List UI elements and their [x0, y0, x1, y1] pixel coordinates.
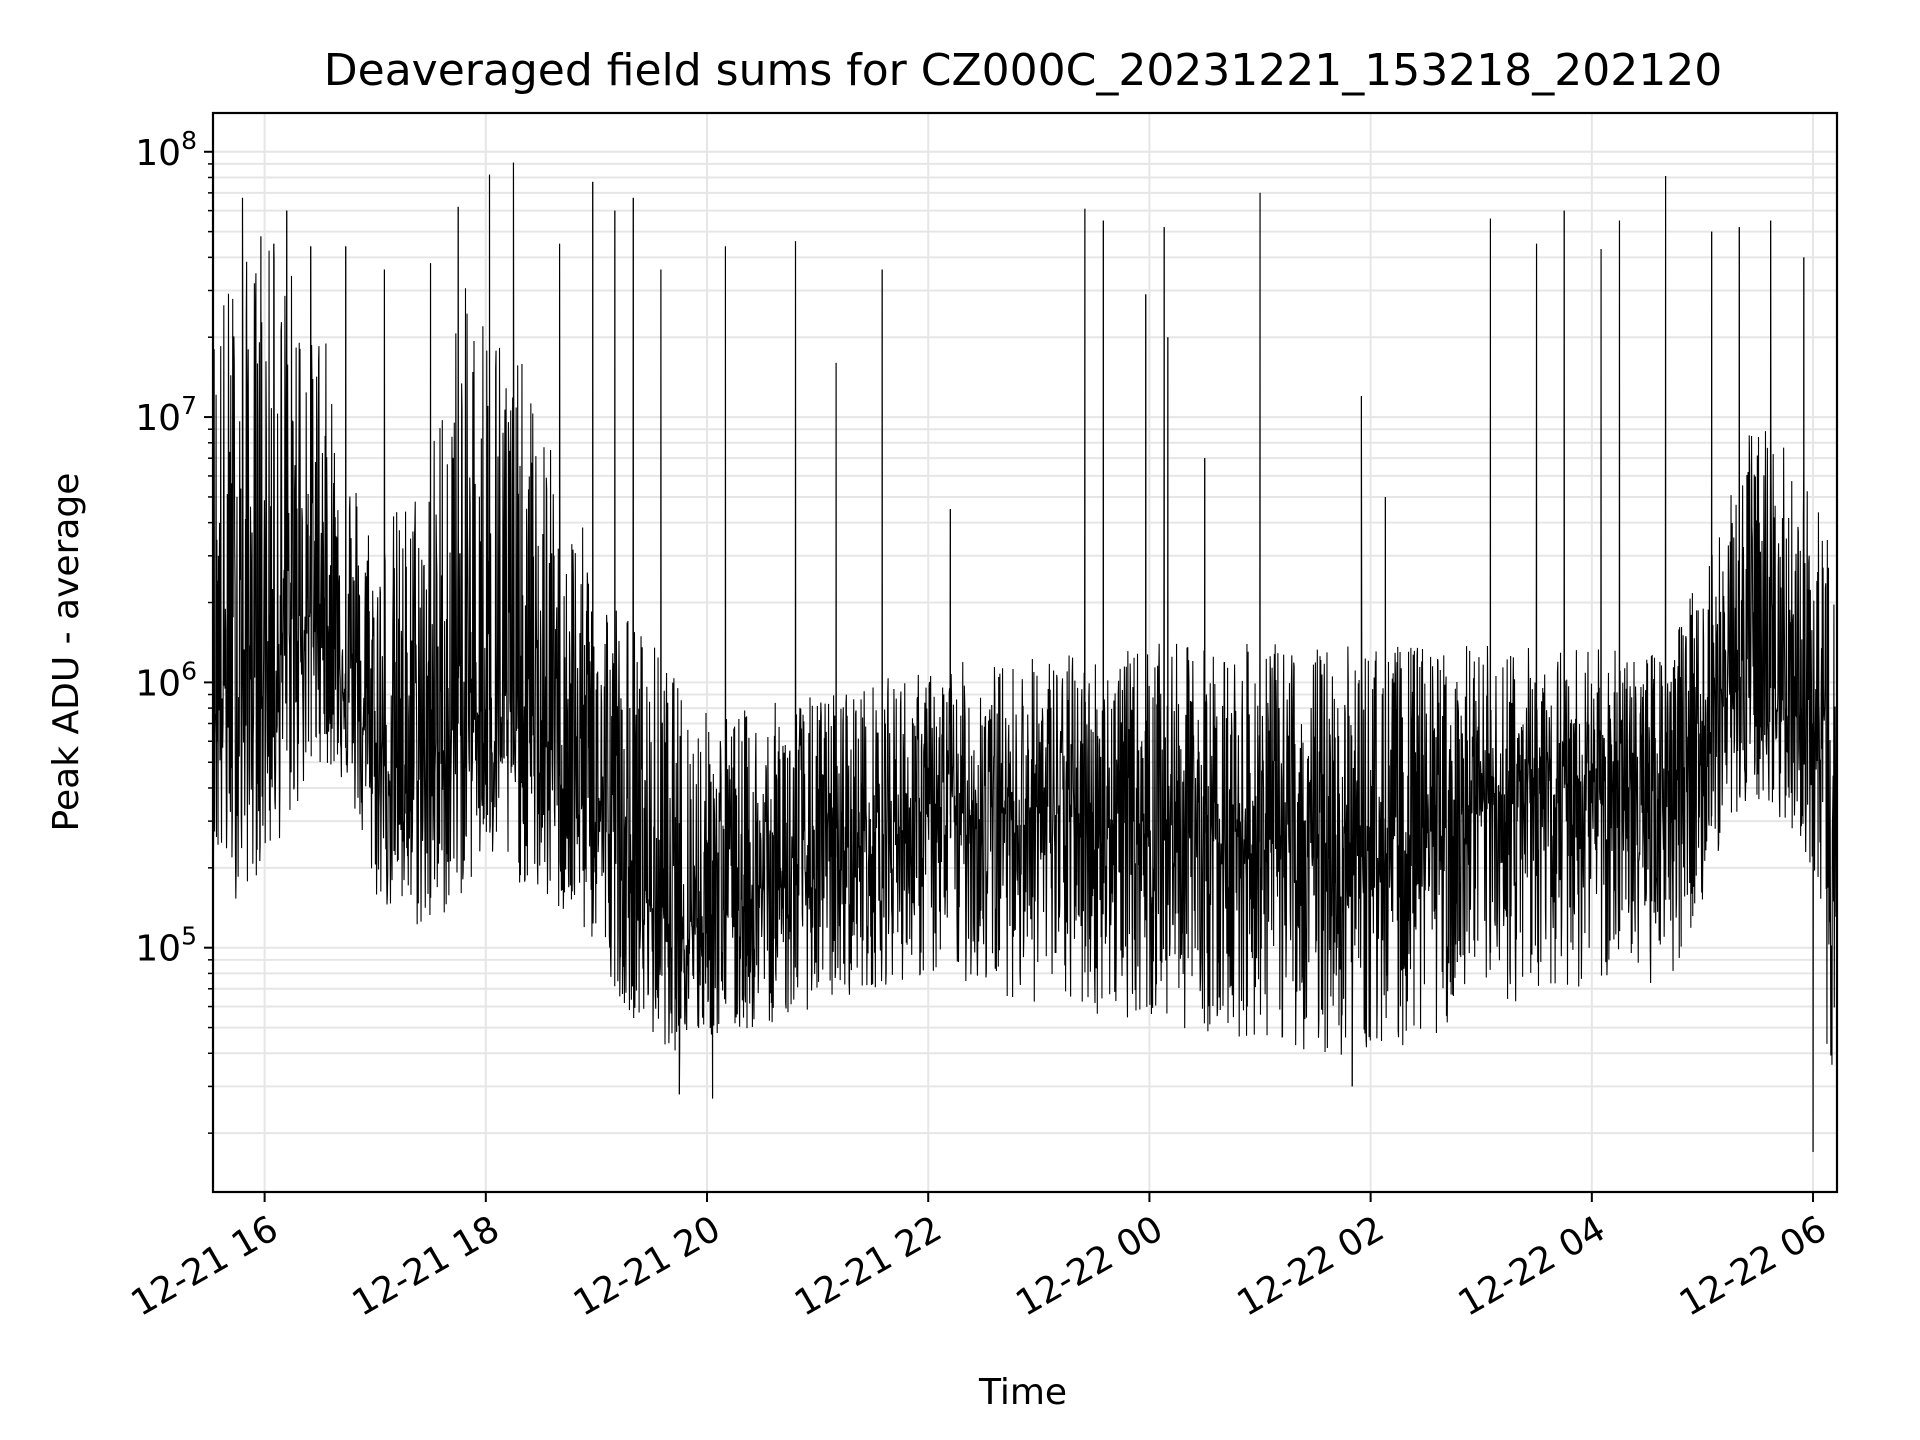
plot-frame — [211, 111, 1839, 1194]
y-tick-label: 105 — [135, 922, 197, 970]
y-axis: 105 106 107 108 — [135, 126, 213, 1134]
series-line — [213, 162, 1837, 1152]
y-axis-label: Peak ADU - average — [46, 473, 87, 832]
y-tick-label: 106 — [135, 656, 197, 704]
y-tick-label: 108 — [135, 126, 197, 174]
chart-title: Deaveraged field sums for CZ000C_2023122… — [324, 45, 1722, 96]
y-tick-label: 107 — [135, 391, 197, 439]
plot-area — [213, 162, 1837, 1152]
x-axis-label: Time — [978, 1372, 1067, 1413]
